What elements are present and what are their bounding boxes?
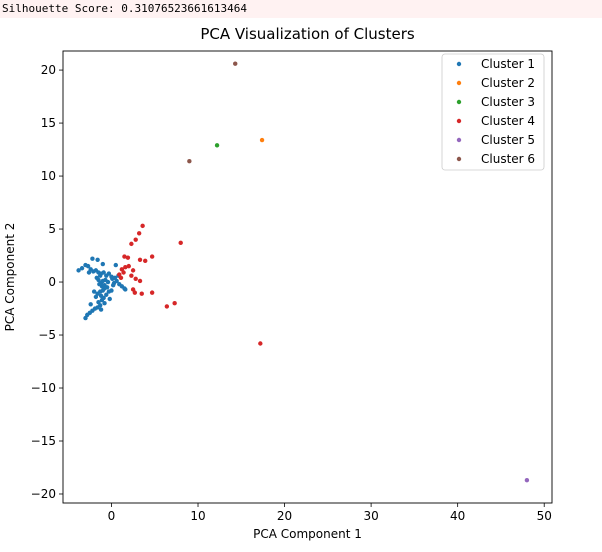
cluster-4-point — [121, 270, 126, 275]
legend-label-cluster-1: Cluster 1 — [481, 57, 535, 71]
cluster-1-point — [88, 302, 93, 307]
cluster-1-point — [98, 273, 103, 278]
cluster-1-point — [96, 277, 101, 283]
cluster-1-point — [100, 261, 106, 267]
cluster-4-point — [118, 275, 124, 280]
silhouette-score-text: Silhouette Score: 0.31076523661613464 — [2, 2, 248, 15]
cluster-4-point — [149, 254, 155, 259]
cluster-1-point — [93, 294, 99, 300]
legend-label-cluster-2: Cluster 2 — [481, 76, 535, 90]
cluster-4-point — [143, 258, 148, 264]
cluster-4-point — [126, 263, 131, 269]
cluster-1-point — [104, 292, 109, 297]
y-tick-label: −15 — [31, 434, 56, 448]
cluster-1-point — [106, 271, 112, 276]
legend-box — [441, 53, 545, 171]
y-tick-label: 5 — [48, 222, 56, 236]
cluster-1-point — [76, 268, 81, 273]
cluster-1-point — [97, 281, 102, 287]
cluster-1-point — [85, 263, 91, 269]
x-tick-label: 50 — [537, 509, 552, 523]
cluster-4-point — [137, 278, 143, 284]
legend-marker-cluster-3 — [456, 99, 462, 105]
cluster-1-point — [102, 301, 107, 306]
cluster-1-point — [86, 270, 92, 275]
y-tick-label: 0 — [48, 275, 56, 289]
y-tick-label: 10 — [41, 169, 56, 183]
cluster-3-point — [214, 143, 220, 148]
cluster-6-point — [233, 61, 238, 66]
legend-marker-cluster-6 — [456, 156, 462, 162]
legend-marker-cluster-5 — [456, 137, 462, 143]
chart-title: PCA Visualization of Clusters — [200, 25, 415, 43]
y-tick-label: −20 — [31, 487, 56, 501]
cluster-4-point — [140, 223, 145, 229]
cluster-4-point — [130, 268, 136, 273]
legend-label-cluster-4: Cluster 4 — [481, 114, 535, 128]
legend-marker-cluster-4 — [456, 118, 462, 124]
plot-frame — [62, 50, 553, 504]
x-tick-label: 40 — [450, 509, 465, 523]
x-tick-label: 0 — [108, 509, 116, 523]
x-tick-label: 20 — [277, 509, 292, 523]
cluster-1-point — [90, 256, 95, 261]
cluster-4-point — [129, 273, 134, 278]
cluster-1-point — [109, 288, 114, 293]
cluster-5-point — [524, 478, 530, 483]
output-background — [0, 0, 602, 18]
legend-label-cluster-3: Cluster 3 — [481, 95, 535, 109]
cluster-1-point — [79, 266, 85, 271]
cluster-1-point — [114, 278, 119, 284]
x-tick-label: 30 — [363, 509, 378, 523]
cluster-4-point — [164, 304, 170, 309]
cluster-1-point — [91, 289, 97, 294]
cluster-1-point — [101, 270, 106, 275]
y-tick-label: −10 — [31, 381, 56, 395]
cluster-4-point — [136, 231, 142, 236]
cluster-4-point — [178, 240, 183, 246]
cluster-4-point — [132, 290, 138, 295]
cluster-4-point — [258, 341, 263, 346]
cluster-4-point — [122, 254, 127, 259]
cluster-1-point — [104, 285, 110, 290]
legend: Cluster 1 Cluster 2 Cluster 3 Cluster 4 Clus… — [441, 53, 545, 171]
cluster-1-point — [99, 297, 105, 303]
cluster-2-point — [259, 137, 265, 143]
x-axis-label: PCA Component 1 — [253, 527, 362, 541]
scatter-points — [76, 61, 530, 483]
legend-label-cluster-6: Cluster 6 — [481, 152, 535, 166]
cluster-1-point — [110, 283, 116, 288]
cluster-4-point — [133, 276, 138, 282]
cluster-1-point — [123, 287, 128, 292]
y-tick-label: 15 — [41, 116, 56, 130]
cluster-4-point — [123, 264, 128, 270]
cluster-1-point — [105, 279, 111, 285]
cluster-1-point — [113, 262, 118, 268]
y-tick-label: −5 — [38, 328, 56, 342]
legend-label-cluster-5: Cluster 5 — [481, 133, 535, 147]
legend-marker-cluster-2 — [456, 80, 462, 86]
cluster-1-point — [95, 257, 100, 262]
axes: PCA Visualization of Clusters PCA Compone… — [3, 25, 553, 541]
cluster-1-point — [96, 299, 101, 305]
y-tick-label: 20 — [41, 63, 56, 77]
cluster-4-point — [125, 255, 131, 260]
cluster-4-point — [129, 241, 134, 247]
cluster-4-point — [139, 291, 144, 296]
cluster-1-point — [107, 296, 112, 302]
cluster-4-point — [137, 257, 143, 262]
x-tick-label: 10 — [190, 509, 205, 523]
cluster-4-point — [172, 301, 177, 306]
cluster-1-point — [83, 315, 88, 321]
cluster-1-point — [98, 307, 104, 312]
cluster-4-point — [149, 290, 155, 295]
cluster-6-point — [187, 159, 192, 164]
legend-marker-cluster-1 — [456, 61, 462, 67]
cluster-1-point — [110, 276, 115, 282]
cluster-4-point — [133, 237, 138, 242]
y-axis-label: PCA Component 2 — [3, 223, 17, 332]
